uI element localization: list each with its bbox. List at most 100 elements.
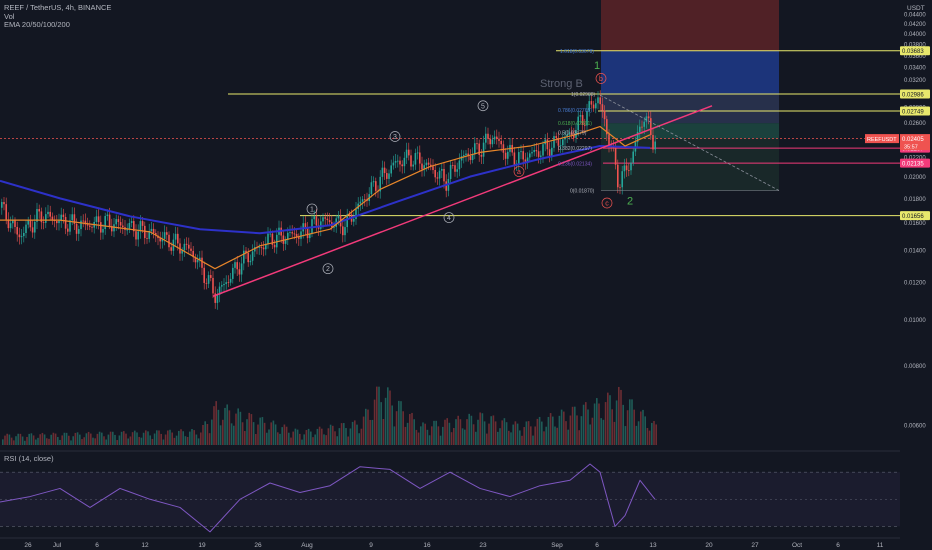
- candle-body: [535, 150, 538, 152]
- volume-bar: [635, 425, 638, 445]
- volume-bar: [90, 433, 92, 445]
- volume-bar: [516, 423, 519, 445]
- time-tick: 26: [254, 542, 262, 549]
- volume-bar: [61, 435, 63, 445]
- trendline[interactable]: [212, 105, 713, 297]
- volume-bar: [593, 403, 596, 445]
- current-price-tag[interactable]: [900, 134, 930, 151]
- annotation-strong-b: Strong B: [540, 78, 583, 90]
- current-price-value: 0.02405: [902, 137, 924, 143]
- volume-bar: [607, 392, 609, 445]
- candle-body: [401, 164, 403, 167]
- candle-body: [533, 150, 535, 153]
- candle-body: [581, 115, 584, 125]
- volume-bar: [486, 433, 488, 445]
- volume-bar: [52, 432, 55, 445]
- candle-body: [89, 225, 91, 227]
- candle-body: [645, 116, 648, 122]
- candle-body: [223, 283, 225, 286]
- candle-body: [174, 233, 177, 240]
- candle-body: [608, 134, 610, 147]
- volume-bar: [283, 424, 286, 445]
- wave-label: 1: [310, 206, 314, 213]
- volume-bar: [259, 417, 261, 445]
- candle-body: [467, 153, 469, 157]
- volume-bar: [490, 416, 492, 445]
- candle-body: [531, 152, 533, 154]
- candle-body: [238, 269, 241, 275]
- candle-body: [150, 228, 153, 231]
- volume-bar: [382, 418, 385, 445]
- candle-body: [397, 160, 399, 162]
- candle-body: [456, 169, 458, 172]
- candle-body: [91, 226, 93, 228]
- volume-bar: [79, 434, 81, 445]
- volume-bar: [393, 426, 396, 445]
- volume-bar: [582, 404, 585, 445]
- price-tag[interactable]: [900, 158, 930, 168]
- candle-body: [359, 201, 362, 204]
- candle-body: [251, 251, 254, 261]
- candle-body: [372, 181, 375, 183]
- candle-body: [181, 250, 183, 254]
- candle-body: [38, 209, 40, 212]
- candle-body: [344, 227, 346, 236]
- wave-label: 1: [594, 60, 600, 72]
- volume-bar: [373, 399, 376, 445]
- candle-body: [375, 181, 377, 191]
- candle-body: [9, 223, 12, 229]
- volume-bar: [536, 418, 539, 445]
- volume-bar: [239, 411, 242, 445]
- volume-bar: [508, 430, 510, 445]
- volume-bar: [492, 415, 495, 445]
- candle-body: [42, 222, 45, 223]
- ema-indicator-label[interactable]: EMA 20/50/100/200: [4, 20, 70, 29]
- volume-bar: [281, 427, 283, 445]
- volume-bar: [246, 419, 248, 445]
- candle-body: [454, 165, 456, 172]
- price-tag[interactable]: [900, 89, 930, 99]
- candle-body: [410, 155, 412, 167]
- candle-body: [388, 173, 390, 179]
- vol-indicator-label[interactable]: Vol: [4, 12, 15, 21]
- candle-body: [421, 163, 423, 170]
- candle-body: [553, 136, 555, 148]
- volume-bar: [653, 421, 655, 445]
- candle-body: [595, 103, 597, 109]
- price-tag[interactable]: [900, 211, 930, 221]
- candle-body: [265, 243, 267, 250]
- candle-body: [205, 282, 208, 284]
- volume-bar: [631, 399, 633, 445]
- candle-body: [628, 170, 630, 171]
- volume-bar: [35, 439, 37, 445]
- symbol-title: REEF / TetherUS, 4h, BINANCE: [4, 3, 112, 12]
- volume-bar: [488, 423, 490, 445]
- volume-bar: [41, 432, 44, 445]
- volume-bar: [395, 411, 398, 445]
- volume-bar: [565, 421, 567, 445]
- volume-bar: [2, 439, 4, 445]
- candle-body: [185, 243, 188, 245]
- candle-body: [355, 209, 357, 219]
- volume-bar: [68, 435, 70, 445]
- price-tag[interactable]: [900, 106, 930, 116]
- candle-body: [78, 229, 80, 234]
- candle-body: [573, 134, 575, 138]
- volume-bar: [21, 436, 24, 445]
- time-tick: 9: [369, 542, 373, 549]
- volume-bar: [411, 412, 413, 445]
- price-tag[interactable]: [900, 46, 930, 56]
- volume-bar: [376, 386, 378, 445]
- fib-diagonal[interactable]: [599, 94, 780, 191]
- candle-body: [155, 232, 157, 236]
- candle-body: [291, 232, 293, 234]
- volume-bar: [299, 433, 301, 445]
- volume-bar: [464, 429, 466, 445]
- volume-bar: [98, 431, 101, 445]
- candle-body: [1, 202, 3, 208]
- candle-body: [540, 155, 542, 157]
- candle-body: [408, 149, 410, 156]
- volume-bar: [290, 437, 292, 445]
- volume-bar: [455, 419, 457, 445]
